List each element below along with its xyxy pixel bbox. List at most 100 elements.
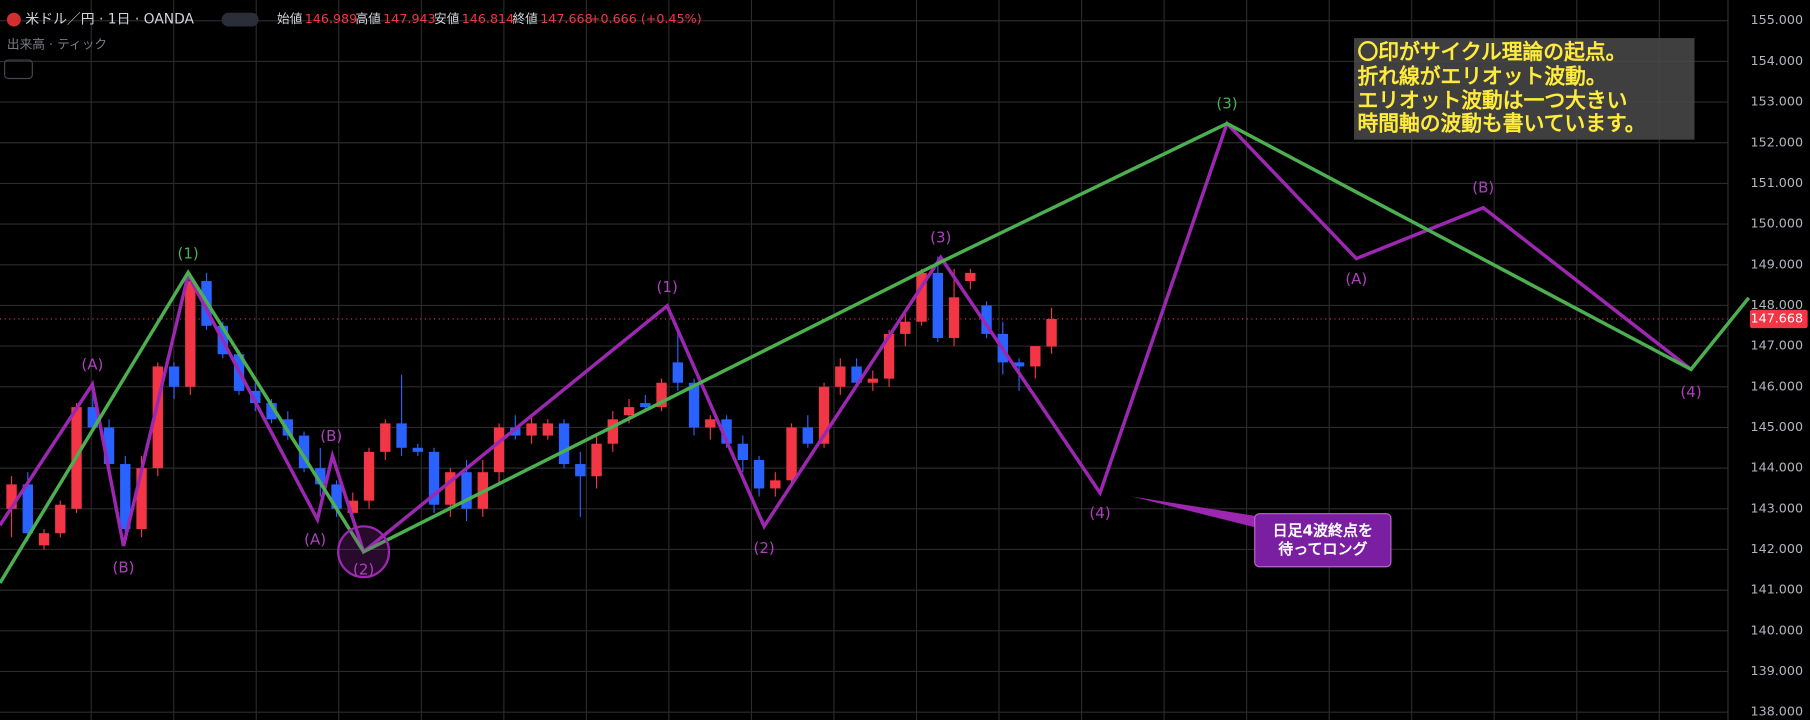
candle-body bbox=[87, 407, 98, 428]
candles bbox=[6, 256, 1057, 550]
y-tick-label: 144.000 bbox=[1751, 460, 1803, 475]
candle-body bbox=[851, 366, 862, 383]
candle-body bbox=[412, 447, 423, 452]
wave-label: (4) bbox=[1089, 504, 1110, 522]
candle-body bbox=[607, 419, 619, 444]
cycle-start-circle bbox=[337, 525, 391, 579]
candle-body bbox=[591, 443, 602, 477]
note-line: エリオット波動は一つ大きい bbox=[1357, 89, 1627, 113]
volume-label[interactable]: 出来高 · ティック bbox=[7, 37, 107, 52]
candle-body bbox=[510, 427, 521, 436]
y-tick-label: 152.000 bbox=[1751, 134, 1803, 149]
candle-body bbox=[818, 386, 830, 444]
candle-body bbox=[136, 468, 147, 530]
collapse-button[interactable] bbox=[4, 59, 33, 80]
ohlc-label: 始値 bbox=[277, 11, 303, 26]
wave-label: (A) bbox=[1345, 270, 1367, 288]
note-box bbox=[1353, 38, 1695, 140]
candle-body bbox=[298, 435, 310, 469]
candle-body bbox=[1046, 318, 1057, 347]
note-line: 時間軸の波動も書いています。 bbox=[1357, 112, 1645, 136]
candle-body bbox=[266, 403, 277, 420]
candle-body bbox=[428, 451, 440, 505]
wave-label: (2) bbox=[754, 539, 775, 557]
candle-body bbox=[981, 305, 992, 334]
candle-body bbox=[396, 423, 407, 448]
candle-body bbox=[883, 333, 895, 379]
candle-body bbox=[640, 403, 651, 408]
last-price-tag bbox=[1749, 309, 1808, 329]
candle-body bbox=[737, 443, 749, 460]
wave-label: (4) bbox=[1680, 383, 1701, 401]
wave-label: (B) bbox=[1472, 179, 1494, 197]
candle-body bbox=[168, 366, 180, 387]
candle-body bbox=[867, 378, 879, 383]
candle-body bbox=[770, 480, 781, 489]
candle-body bbox=[347, 500, 358, 513]
candle-body bbox=[965, 272, 976, 282]
y-tick-label: 145.000 bbox=[1751, 419, 1803, 434]
y-tick-label: 139.000 bbox=[1751, 663, 1803, 678]
y-tick-label: 146.000 bbox=[1751, 378, 1803, 393]
candle-body bbox=[331, 484, 342, 509]
y-tick-label: 154.000 bbox=[1751, 53, 1803, 68]
candle-body bbox=[526, 423, 537, 436]
candle-body bbox=[493, 427, 505, 473]
candle-body bbox=[363, 451, 375, 501]
candle-body bbox=[948, 297, 960, 338]
candle-body bbox=[575, 464, 586, 477]
ohlc-label: 終値 bbox=[513, 11, 539, 26]
candle-body bbox=[120, 464, 131, 530]
candle-body bbox=[721, 419, 732, 444]
callout-line: 待ってロング bbox=[1278, 540, 1367, 558]
candle-body bbox=[688, 382, 700, 428]
toggle[interactable] bbox=[221, 12, 259, 27]
candle-body bbox=[656, 382, 667, 408]
candle-body bbox=[6, 484, 17, 509]
candle-body bbox=[802, 427, 814, 444]
y-tick-label: 138.000 bbox=[1751, 704, 1803, 719]
candle-body bbox=[1013, 362, 1025, 367]
candle-body bbox=[900, 321, 911, 334]
ohlc-value: 146.989 bbox=[305, 11, 357, 26]
y-tick-label: 141.000 bbox=[1751, 582, 1803, 597]
symbol[interactable]: 米ドル／円 · 1日 · OANDA bbox=[25, 12, 194, 28]
candle-body bbox=[250, 390, 261, 404]
candle-body bbox=[38, 533, 50, 546]
ohlc-value: 147.943 bbox=[383, 11, 435, 26]
change: +0.666 (+0.45%) bbox=[590, 11, 702, 26]
y-tick-label: 140.000 bbox=[1751, 622, 1803, 637]
candle-body bbox=[380, 423, 391, 452]
y-tick-label: 155.000 bbox=[1751, 12, 1803, 27]
candle-body bbox=[558, 423, 570, 465]
wave-label: (B) bbox=[320, 427, 342, 445]
y-tick-label: 148.000 bbox=[1751, 297, 1803, 312]
candle-body bbox=[55, 504, 66, 534]
y-tick-label: 142.000 bbox=[1751, 541, 1803, 556]
ohlc-label: 高値 bbox=[356, 11, 382, 26]
y-tick-label: 149.000 bbox=[1751, 256, 1803, 271]
candle-body bbox=[623, 407, 635, 416]
callout-pointer bbox=[1131, 496, 1256, 528]
wave-label: (A) bbox=[81, 355, 103, 373]
candle-body bbox=[22, 484, 33, 534]
elliott-wave-line bbox=[0, 120, 1693, 555]
note-line: 〇印がサイクル理論の起点。 bbox=[1357, 40, 1626, 64]
candle-body bbox=[282, 419, 293, 436]
note-line: 折れ線がエリオット波動。 bbox=[1357, 64, 1606, 88]
last-price-label: 147.668 bbox=[1751, 310, 1803, 325]
candle-body bbox=[672, 362, 684, 383]
wave-label: (3) bbox=[1216, 94, 1237, 112]
price-axis: 138.000 139.000 140.000 141.000 142.000 143.0… bbox=[1749, 12, 1808, 719]
wave-label: (1) bbox=[178, 244, 199, 262]
candle-body bbox=[786, 427, 797, 481]
candle-body bbox=[705, 419, 716, 428]
ohlc-value: 146.814 bbox=[462, 11, 514, 26]
wave-label: (A) bbox=[304, 531, 326, 549]
callout-box bbox=[1254, 513, 1392, 568]
ohlc-label: 安値 bbox=[434, 11, 460, 26]
y-tick-label: 147.000 bbox=[1751, 338, 1803, 353]
